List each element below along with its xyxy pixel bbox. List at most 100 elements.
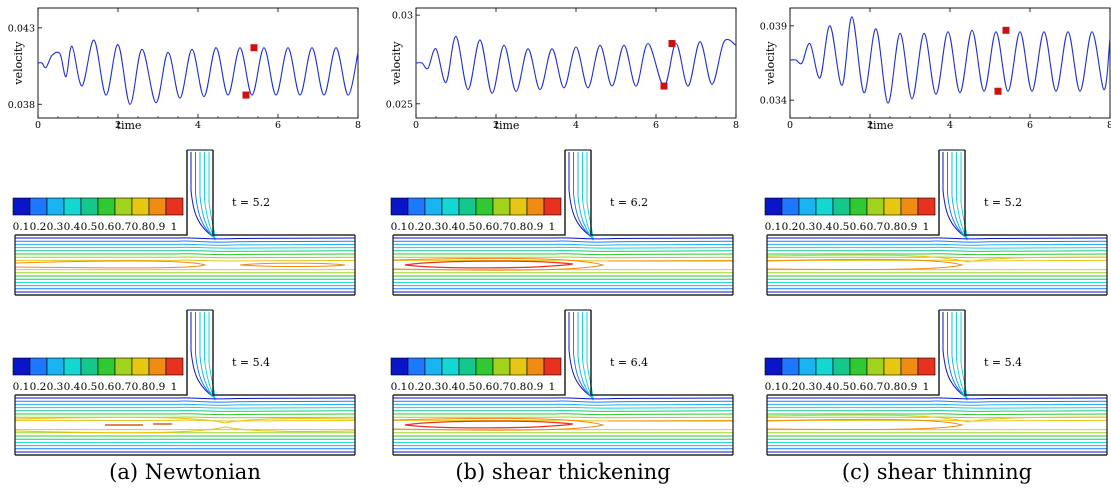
colorbar-label: 0.2 (782, 381, 799, 393)
contour-lines (766, 312, 1108, 453)
channel-ends (766, 235, 1108, 295)
colorbar-swatch (798, 197, 817, 216)
colorbar-swatch (458, 197, 477, 216)
colorbar-label: 0.4 (442, 221, 459, 233)
branch-streamline (577, 152, 594, 240)
channel-walls (393, 150, 733, 296)
velocity-plot: 0 2 4 6 8 0.039 0.034 time velocity (760, 7, 1111, 132)
y-tick-label: 0.038 (8, 100, 35, 111)
colorbar-swatch (475, 197, 494, 216)
colorbar-label: 0.1 (765, 221, 782, 233)
colorbar-swatch (80, 357, 99, 376)
contour-upper (767, 406, 1108, 409)
colorbar-label: 0.9 (527, 221, 544, 233)
contour-core (239, 262, 346, 267)
x-axis-label: time (495, 119, 520, 132)
branch-streamline (568, 312, 594, 399)
x-tick-label: 2 (493, 120, 499, 131)
colorbar-label: 0.5 (833, 381, 850, 393)
colorbar-label: 0.7 (867, 221, 884, 233)
branch-streamline (199, 152, 216, 240)
colorbar-label: 0.3 (47, 381, 64, 393)
snapshot-2: 0.1 0.2 0.3 0.4 0.5 0.6 0.7 0.8 0.9 1 t = 5.4 (13, 309, 356, 456)
colorbar-label: 0.9 (901, 221, 918, 233)
colorbar-swatch (509, 197, 528, 216)
colorbar-swatch (781, 197, 800, 216)
colorbar-label: 0.5 (81, 221, 98, 233)
branch-streamline (960, 152, 968, 241)
colorbar-swatch (148, 357, 167, 376)
contour-upper (393, 243, 734, 246)
colorbar-label: 0.4 (816, 221, 833, 233)
contour-upper (393, 246, 734, 249)
contour-upper (767, 413, 1108, 416)
contour-core (766, 414, 1108, 423)
branch-streamline (204, 152, 216, 240)
contour-upper (767, 253, 1108, 256)
channel-ends (392, 235, 734, 295)
snapshot-1: 0.1 0.2 0.3 0.4 0.5 0.6 0.7 0.8 0.9 1 t = 5.2 (765, 149, 1108, 296)
colorbar-label: 0.6 (98, 381, 115, 393)
contour-core (766, 254, 1108, 263)
colorbar-swatch (543, 197, 562, 216)
branch-streamline (956, 312, 968, 400)
contour-upper (767, 237, 1108, 240)
contour-upper (15, 397, 356, 400)
colorbar-label: 1 (549, 381, 556, 393)
colorbar-swatch (900, 357, 919, 376)
colorbar-swatch (849, 357, 868, 376)
x-tick-label: 4 (195, 120, 201, 131)
branch-streamline (960, 312, 968, 401)
colorbar-label: 1 (923, 381, 930, 393)
time-label: t = 5.4 (984, 356, 1022, 369)
colorbar-swatch (866, 197, 885, 216)
contour-core (14, 426, 356, 434)
colorbar-swatch (798, 357, 817, 376)
channel-ends (14, 235, 356, 295)
channel-walls (15, 310, 355, 456)
branch-streamline (586, 312, 594, 401)
contour-upper (15, 406, 356, 409)
contour-core (14, 260, 207, 269)
colorbar-swatch (148, 197, 167, 216)
colorbar-swatch (29, 197, 48, 216)
x-tick-label: 6 (1027, 120, 1033, 131)
contour-upper (393, 413, 734, 416)
contour-upper (15, 403, 356, 406)
contour-lines (14, 152, 356, 293)
colorbar-label: 0.1 (765, 381, 782, 393)
x-tick-label: 2 (867, 120, 873, 131)
colorbar-label: 0.4 (64, 221, 81, 233)
colorbar-label: 0.2 (782, 221, 799, 233)
colorbar-label: 0.7 (867, 381, 884, 393)
channel-walls (393, 310, 733, 456)
colorbar-label: 0.2 (408, 221, 425, 233)
contour-upper (15, 419, 356, 422)
colorbar-swatch (509, 357, 528, 376)
plot-frame (37, 7, 359, 119)
y-axis-label: velocity (764, 41, 777, 86)
colorbar-swatch (46, 197, 65, 216)
colorbar-label: 1 (549, 221, 556, 233)
colorbar-swatch (114, 197, 133, 216)
contour-lines (766, 152, 1108, 293)
branch-streamline (204, 312, 216, 400)
contour-upper (15, 246, 356, 249)
colorbar-label: 0.3 (47, 221, 64, 233)
time-marker (1002, 26, 1010, 34)
colorbar-swatch (424, 197, 443, 216)
contour-upper (15, 256, 356, 259)
colorbar-label: 0.9 (149, 381, 166, 393)
colorbar-swatch (526, 197, 545, 216)
branch-streamline (577, 312, 594, 400)
colorbar-label: 0.6 (850, 221, 867, 233)
colorbar-swatch (543, 357, 562, 376)
contour-core-red (404, 420, 574, 429)
branch-streamline (942, 152, 968, 239)
colorbar-swatch (424, 357, 443, 376)
y-tick-label: 0.034 (760, 96, 787, 107)
colorbar-label: 0.8 (884, 221, 901, 233)
branch-streamline (208, 152, 216, 241)
contour-upper (15, 259, 356, 262)
